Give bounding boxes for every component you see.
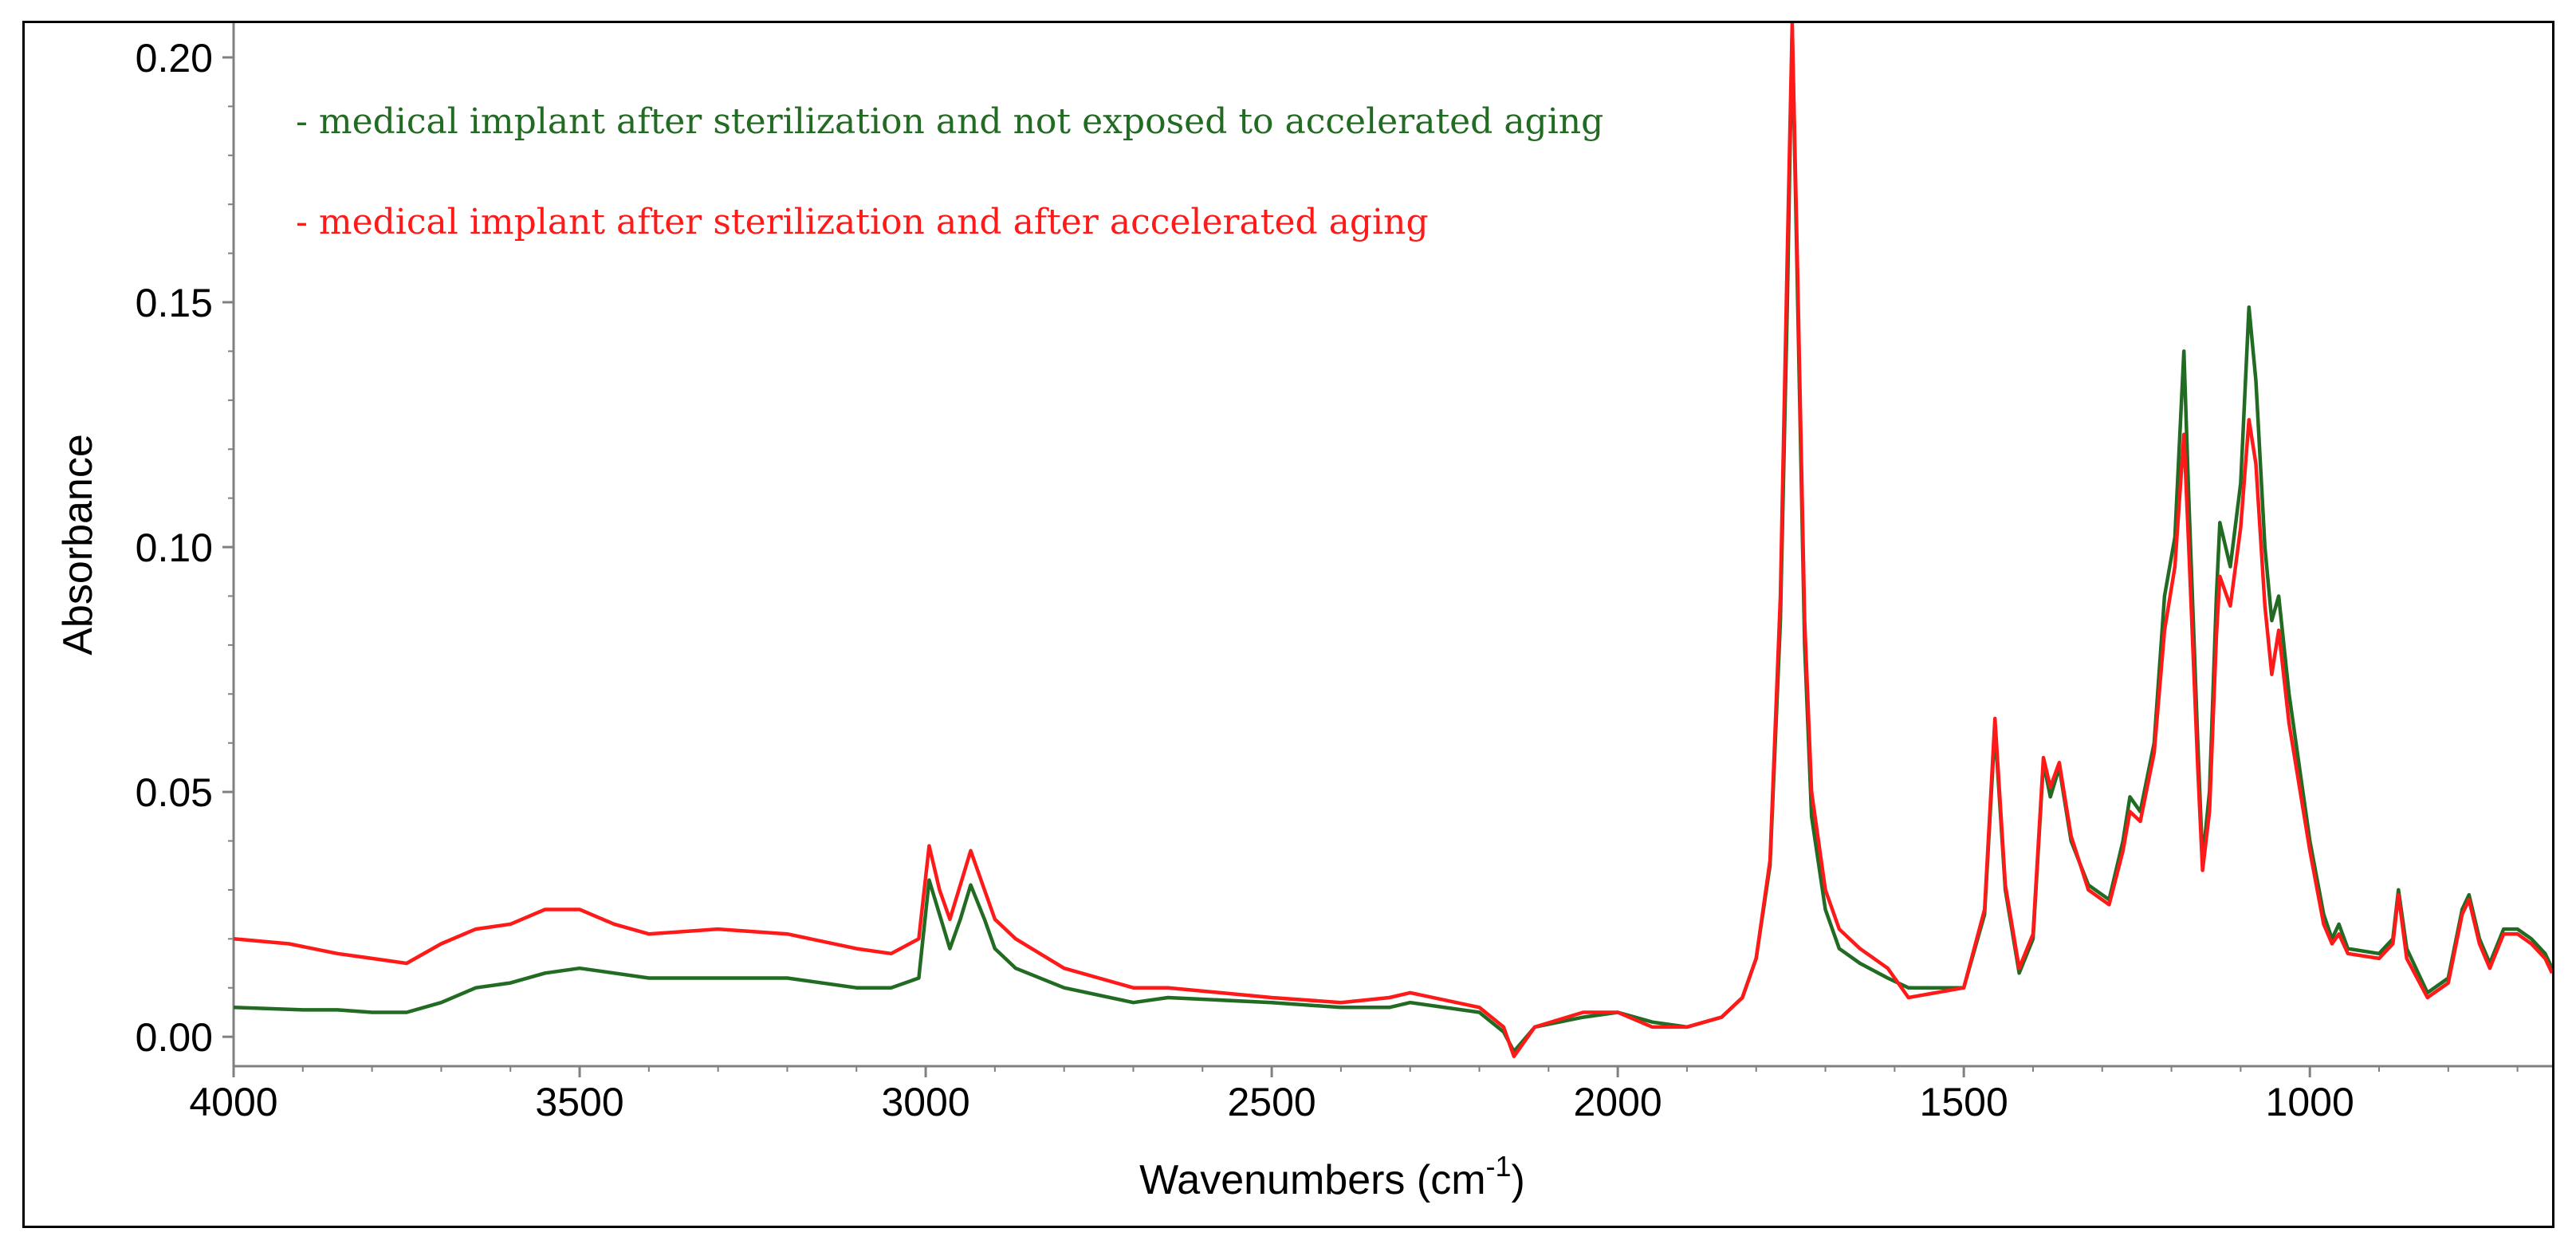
plot-area [232,23,2552,1068]
chart-frame: 0.00 0.05 0.10 0.15 0.20 4000 3500 3000 2500 200… [22,21,2554,1228]
y-tick-label: 0.20 [136,36,213,81]
x-tick-label: 1000 [2266,1080,2354,1124]
legend-entry-not-aged: - medical implant after sterilization an… [296,101,1603,142]
y-tick-label: 0.05 [136,770,213,815]
series-layer [233,23,2552,1058]
legend-entry-aged: - medical implant after sterilization an… [296,202,1429,242]
x-tick-label: 1500 [1920,1080,2008,1124]
series-line-not-aged [233,26,2552,1053]
x-axis-title-close: ) [1512,1157,1525,1203]
x-tick-label: 4000 [189,1080,277,1124]
x-tick-label: 3000 [881,1080,969,1124]
y-tick-label: 0.00 [136,1015,213,1060]
x-tick-label: 2000 [1574,1080,1662,1124]
y-axis-title: Absorbance [55,434,101,655]
x-axis-title-main: Wavenumbers (cm [1139,1157,1485,1203]
x-axis: 4000 3500 3000 2500 2000 1500 1000 [189,1066,2519,1124]
series-line-aged [233,23,2552,1058]
y-axis: 0.00 0.05 0.10 0.15 0.20 [136,36,234,1060]
x-tick-label: 2500 [1227,1080,1316,1124]
x-axis-title-superscript: -1 [1486,1150,1512,1183]
y-tick-label: 0.10 [136,526,213,570]
legend: - medical implant after sterilization an… [296,101,1603,242]
x-axis-title: Wavenumbers (cm-1) [1139,1150,1525,1203]
spectrum-chart: 0.00 0.05 0.10 0.15 0.20 4000 3500 3000 2500 200… [55,23,2552,1203]
x-tick-label: 3500 [535,1080,623,1124]
y-tick-label: 0.15 [136,281,213,325]
